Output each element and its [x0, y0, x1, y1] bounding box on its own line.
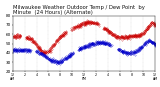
Text: Milwaukee Weather Outdoor Temp / Dew Point  by Minute  (24 Hours) (Alternate): Milwaukee Weather Outdoor Temp / Dew Poi… [13, 5, 145, 15]
